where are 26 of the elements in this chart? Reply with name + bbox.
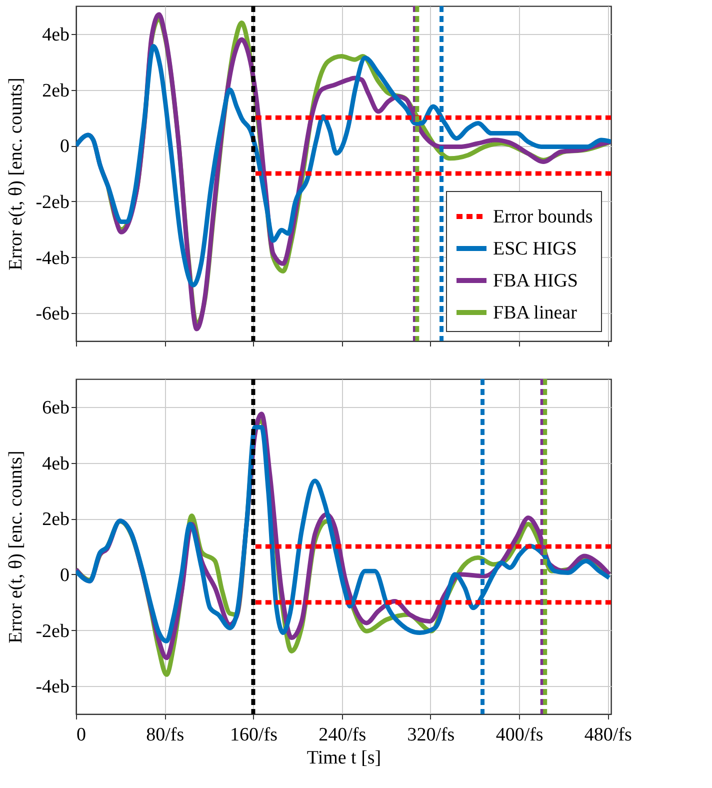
x-tick-label: 160/fs bbox=[230, 724, 278, 746]
x-tick-label: 320/fs bbox=[407, 724, 455, 746]
y-tick-label: 4eb bbox=[42, 24, 70, 46]
legend-label: FBA HIGS bbox=[493, 270, 578, 292]
y-axis-title: Error e(t, θ) [enc. counts] bbox=[6, 78, 27, 270]
x-axis-title: Time t [s] bbox=[306, 748, 382, 768]
y-axis-title: Error e(t, θ) [enc. counts] bbox=[6, 450, 27, 644]
y-tick-label: -2eb bbox=[36, 192, 70, 213]
legend-label: ESC HIGS bbox=[493, 238, 577, 260]
y-tick-label: -2eb bbox=[36, 620, 70, 642]
y-tick-label: 2eb bbox=[42, 509, 70, 530]
legend-label: FBA linear bbox=[493, 302, 578, 324]
y-tick-label: 2eb bbox=[42, 80, 70, 102]
x-tick-label: 80/fs bbox=[146, 724, 184, 746]
y-tick-label: 0 bbox=[60, 564, 70, 586]
y-tick-label: -4eb bbox=[36, 676, 70, 698]
y-tick-label: -4eb bbox=[36, 248, 70, 269]
x-tick-label: 0 bbox=[76, 724, 86, 746]
legend-label: Error bounds bbox=[493, 206, 593, 228]
x-tick-label: 480/fs bbox=[584, 724, 632, 746]
y-tick-label: 4eb bbox=[42, 453, 70, 474]
y-tick-label: 6eb bbox=[42, 397, 70, 418]
x-tick-label: 400/fs bbox=[496, 724, 544, 746]
x-tick-label: 240/fs bbox=[318, 724, 366, 746]
y-tick-label: 0 bbox=[60, 136, 70, 158]
y-tick-label: -6eb bbox=[36, 304, 70, 325]
